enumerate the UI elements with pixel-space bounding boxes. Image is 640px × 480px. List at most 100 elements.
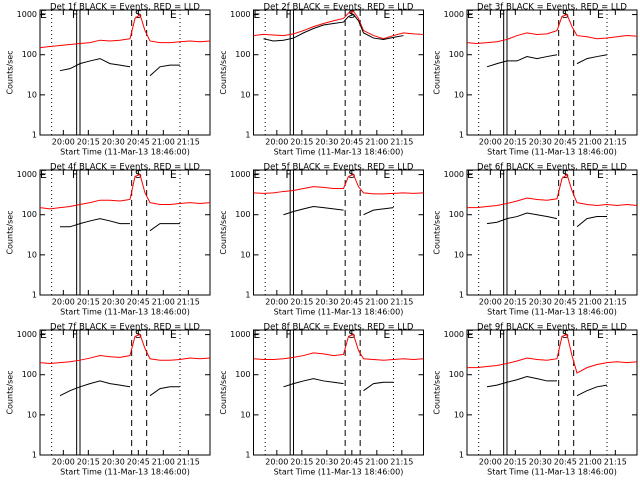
x-axis-label: Start Time (11-Mar-13 18:46:00) — [60, 308, 190, 317]
y-axis-label: Counts/sec — [219, 370, 228, 414]
y-tick-label: 1 — [245, 291, 250, 300]
x-tick-label: 20:30 — [102, 458, 125, 467]
series-line — [363, 207, 394, 216]
x-tick-label: 20:00 — [479, 298, 502, 307]
x-tick-label: 21:00 — [579, 138, 602, 147]
y-tick-label: 1000 — [17, 170, 37, 179]
x-tick-label: 20:45 — [340, 138, 363, 147]
series-line — [253, 173, 424, 195]
x-tick-label: 20:15 — [290, 458, 313, 467]
y-tick-label: 100 — [235, 210, 250, 219]
x-tick-label: 21:15 — [604, 298, 627, 307]
x-tick-label: 20:15 — [77, 298, 100, 307]
y-tick-label: 1000 — [17, 330, 37, 339]
chart-title: Det 3f BLACK = Events, RED = LLD — [477, 3, 627, 13]
y-tick-label: 10 — [454, 250, 464, 259]
x-tick-label: 20:30 — [529, 458, 552, 467]
series-line — [59, 58, 131, 72]
chart-title: Det 9f BLACK = Events, RED = LLD — [477, 323, 627, 333]
y-tick-label: 1 — [459, 131, 464, 140]
y-tick-label: 10 — [454, 410, 464, 419]
annotation: S — [348, 328, 355, 341]
annotation: S — [348, 168, 355, 181]
annotation: F — [499, 168, 505, 181]
y-tick-label: 1000 — [17, 10, 37, 19]
chart-title: Det 4f BLACK = Events, RED = LLD — [50, 163, 200, 173]
annotation: E — [40, 168, 47, 181]
x-tick-label: 20:45 — [554, 298, 577, 307]
y-tick-label: 1 — [245, 451, 250, 460]
annotation: E — [253, 328, 260, 341]
series-line — [486, 376, 557, 388]
x-tick-label: 20:45 — [127, 138, 150, 147]
annotation: E — [597, 8, 604, 21]
x-tick-label: 20:00 — [265, 298, 288, 307]
annotation: F — [499, 8, 505, 21]
series-line — [149, 223, 180, 232]
x-tick-label: 20:45 — [554, 138, 577, 147]
x-tick-label: 21:00 — [579, 458, 602, 467]
annotation: E — [467, 168, 474, 181]
series-line — [576, 384, 608, 397]
series-line — [363, 381, 394, 392]
x-tick-label: 20:30 — [102, 138, 125, 147]
x-tick-label: 21:00 — [152, 458, 175, 467]
annotation: S — [562, 328, 569, 341]
series-line — [253, 10, 424, 40]
y-tick-label: 1000 — [444, 330, 464, 339]
x-axis-label: Start Time (11-Mar-13 18:46:00) — [487, 148, 617, 157]
series-line — [253, 333, 424, 361]
y-axis-label: Counts/sec — [433, 50, 442, 94]
y-tick-label: 10 — [27, 250, 37, 259]
annotation: F — [499, 328, 505, 341]
x-tick-label: 21:15 — [177, 458, 200, 467]
x-tick-label: 20:45 — [340, 298, 363, 307]
y-axis-label: Counts/sec — [6, 210, 15, 254]
series-line — [263, 13, 404, 42]
x-tick-label: 20:00 — [52, 458, 75, 467]
annotation: S — [562, 8, 569, 21]
y-tick-label: 100 — [22, 210, 37, 219]
y-tick-label: 10 — [240, 90, 250, 99]
x-tick-label: 20:00 — [265, 458, 288, 467]
x-tick-label: 20:30 — [315, 458, 338, 467]
x-tick-label: 20:30 — [529, 138, 552, 147]
y-axis-label: Counts/sec — [433, 210, 442, 254]
y-tick-label: 100 — [449, 370, 464, 379]
x-tick-label: 20:45 — [340, 458, 363, 467]
series-line — [283, 378, 344, 388]
y-tick-label: 100 — [22, 50, 37, 59]
x-tick-label: 21:00 — [365, 298, 388, 307]
x-axis-label: Start Time (11-Mar-13 18:46:00) — [274, 468, 404, 477]
x-axis-label: Start Time (11-Mar-13 18:46:00) — [487, 468, 617, 477]
x-tick-label: 21:15 — [390, 138, 413, 147]
series-line — [39, 333, 211, 365]
x-axis-label: Start Time (11-Mar-13 18:46:00) — [60, 468, 190, 477]
x-tick-label: 20:00 — [479, 458, 502, 467]
series-line — [39, 173, 211, 210]
annotation: E — [253, 168, 260, 181]
y-tick-label: 10 — [240, 250, 250, 259]
y-axis-label: Counts/sec — [433, 370, 442, 414]
series-line — [60, 218, 130, 228]
plot-frame — [39, 329, 211, 456]
series-line — [467, 173, 638, 209]
series-line — [486, 212, 558, 225]
x-axis-label: Start Time (11-Mar-13 18:46:00) — [274, 308, 404, 317]
x-tick-label: 20:45 — [554, 458, 577, 467]
y-tick-label: 1000 — [230, 10, 250, 19]
x-tick-label: 21:00 — [152, 138, 175, 147]
annotation: F — [285, 8, 291, 21]
series-line — [466, 13, 638, 45]
x-tick-label: 20:30 — [529, 298, 552, 307]
plot-frame — [466, 9, 638, 136]
annotation: E — [467, 328, 474, 341]
x-tick-label: 20:15 — [290, 298, 313, 307]
x-tick-label: 20:00 — [479, 138, 502, 147]
series-line — [59, 380, 131, 397]
annotation: F — [72, 8, 78, 21]
x-tick-label: 21:15 — [177, 298, 200, 307]
plot-frame — [253, 9, 424, 136]
x-tick-label: 21:15 — [390, 458, 413, 467]
x-tick-label: 20:45 — [127, 458, 150, 467]
